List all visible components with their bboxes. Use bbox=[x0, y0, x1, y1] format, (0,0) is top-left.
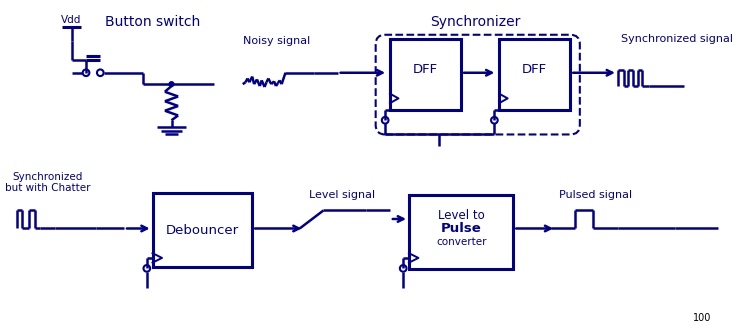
Text: DFF: DFF bbox=[413, 63, 437, 76]
Text: Pulse: Pulse bbox=[441, 222, 482, 235]
Text: DFF: DFF bbox=[522, 63, 547, 76]
Bar bbox=[409, 195, 513, 269]
Circle shape bbox=[491, 117, 498, 124]
Text: Button switch: Button switch bbox=[105, 15, 200, 30]
Text: converter: converter bbox=[436, 237, 487, 247]
Circle shape bbox=[82, 69, 89, 76]
Text: 100: 100 bbox=[692, 313, 711, 323]
Text: Pulsed signal: Pulsed signal bbox=[559, 190, 632, 200]
Circle shape bbox=[143, 265, 150, 272]
Text: Synchronized: Synchronized bbox=[13, 172, 83, 182]
Text: Debouncer: Debouncer bbox=[165, 224, 238, 237]
Circle shape bbox=[400, 265, 406, 272]
Text: Synchronized signal: Synchronized signal bbox=[621, 34, 733, 43]
Text: Synchronizer: Synchronizer bbox=[430, 15, 520, 30]
Text: Level to: Level to bbox=[438, 209, 485, 222]
Bar bbox=[499, 39, 570, 110]
Bar bbox=[390, 39, 461, 110]
Text: Level signal: Level signal bbox=[309, 190, 375, 200]
Text: Noisy signal: Noisy signal bbox=[243, 37, 310, 46]
Text: Vdd: Vdd bbox=[62, 15, 82, 25]
Circle shape bbox=[382, 117, 388, 124]
Bar bbox=[152, 193, 252, 267]
Text: but with Chatter: but with Chatter bbox=[5, 183, 91, 193]
Circle shape bbox=[170, 82, 174, 87]
Circle shape bbox=[97, 69, 104, 76]
